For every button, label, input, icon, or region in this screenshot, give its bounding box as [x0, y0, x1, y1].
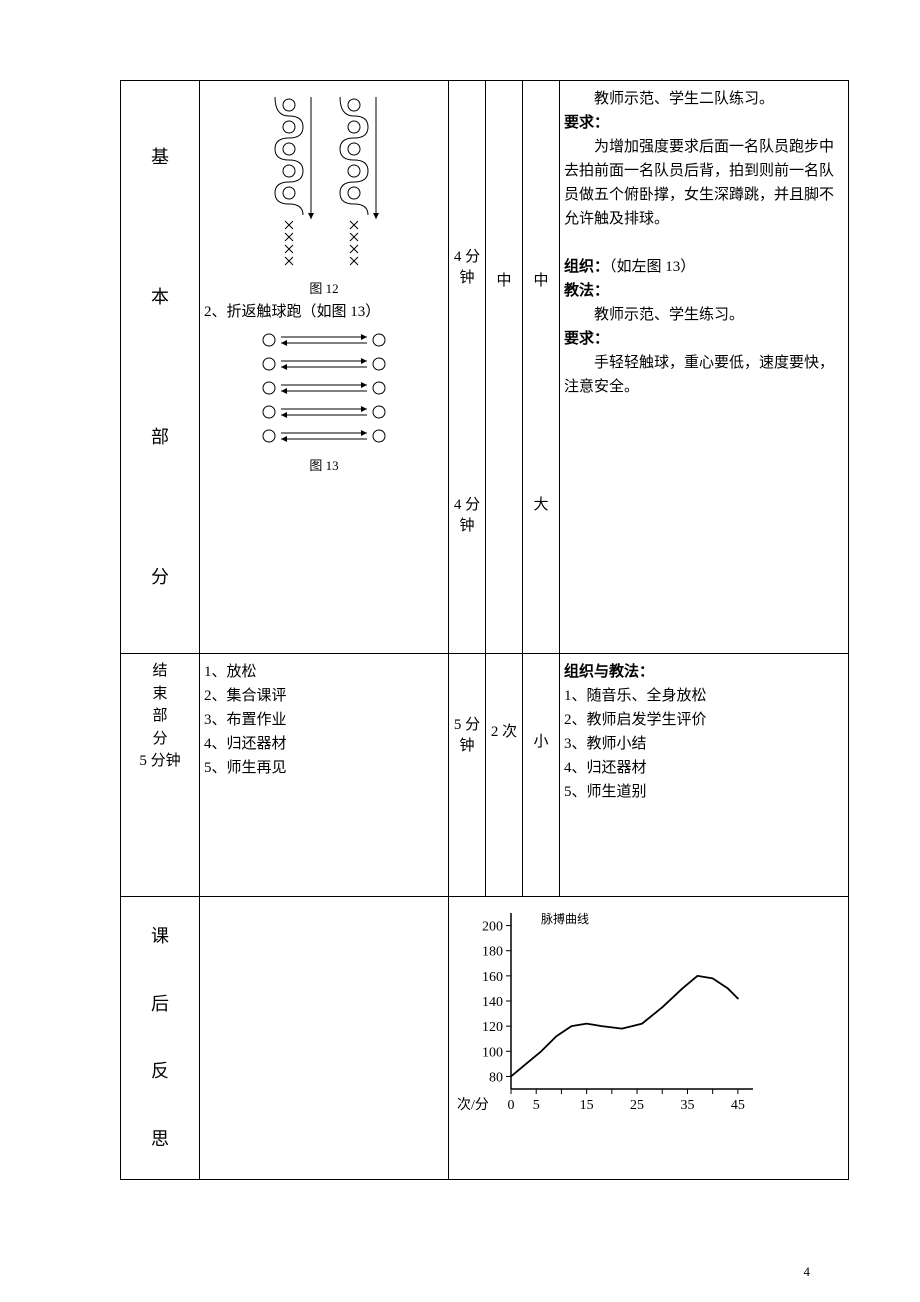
end-items-list: 1、放松2、集合课评3、布置作业4、归还器材5、师生再见 [204, 660, 444, 780]
svg-text:200: 200 [482, 920, 503, 935]
svg-text:0: 0 [508, 1098, 515, 1113]
basic-count-mid: 中 [490, 269, 518, 293]
svg-text:80: 80 [489, 1070, 503, 1085]
label-char: 束 [125, 683, 195, 706]
reflect-content-cell [200, 897, 449, 1180]
label-char: 基 [151, 143, 169, 172]
label-char: 课 [151, 922, 169, 951]
svg-text:100: 100 [482, 1045, 503, 1060]
svg-text:5: 5 [533, 1098, 540, 1113]
svg-text:45: 45 [731, 1098, 745, 1113]
end-count: 2 次 [490, 722, 518, 743]
label-char: 部 [125, 705, 195, 728]
label-char: 结 [125, 660, 195, 683]
list-item: 1、随音乐、全身放松 [564, 684, 844, 708]
list-item: 5、师生再见 [204, 756, 444, 780]
diagram-12-caption: 图 12 [204, 279, 444, 300]
diagram-12 [244, 87, 404, 277]
svg-text:脉搏曲线: 脉搏曲线 [541, 911, 589, 926]
page-number: 4 [804, 1264, 811, 1280]
org-line1: 教师示范、学生二队练习。 [564, 87, 844, 111]
svg-text:180: 180 [482, 945, 503, 960]
svg-text:25: 25 [630, 1098, 644, 1113]
label-char: 思 [151, 1125, 169, 1154]
label-char: 分 [151, 563, 169, 592]
end-intensity-cell: 小 [523, 654, 560, 897]
label-char: 反 [151, 1057, 169, 1086]
list-item: 4、归还器材 [204, 732, 444, 756]
end-intensity: 小 [527, 730, 555, 754]
list-item: 2、教师启发学生评价 [564, 708, 844, 732]
end-count-cell: 2 次 [486, 654, 523, 897]
org-org-title: 组织： [564, 259, 609, 275]
org-teach-title: 教法： [564, 279, 844, 303]
pulse-chart: 200 180 160 140 120 100 80 0 5 15 25 35 45 次/分 脉搏曲线 [453, 903, 763, 1123]
end-org-items-list: 1、随音乐、全身放松2、教师启发学生评价3、教师小结4、归还器材5、师生道别 [564, 684, 844, 804]
end-time-cell: 5 分 钟 [449, 654, 486, 897]
org-teach-body: 教师示范、学生练习。 [564, 303, 844, 327]
svg-text:35: 35 [680, 1098, 694, 1113]
label-char: 分 [125, 728, 195, 751]
section-reflect-label: 课 后 反 思 [125, 903, 195, 1173]
basic-intensity-mid: 中 [527, 269, 555, 293]
label-char: 后 [151, 990, 169, 1019]
section-basic-label: 基 本 部 分 [125, 87, 195, 647]
org-req-title: 要求： [564, 111, 844, 135]
label-char: 部 [151, 423, 169, 452]
basic-time-1: 4 分 钟 [453, 247, 481, 289]
end-content-cell: 1、放松2、集合课评3、布置作业4、归还器材5、师生再见 [200, 654, 449, 897]
list-item: 3、布置作业 [204, 708, 444, 732]
svg-text:15: 15 [580, 1098, 594, 1113]
org-req2-body: 手轻轻触球，重心要低，速度要快，注意安全。 [564, 351, 844, 399]
end-org-title: 组织与教法： [564, 660, 844, 684]
section-basic-label-cell: 基 本 部 分 [121, 81, 200, 654]
basic-content-cell: 图 12 2、折返触球跑（如图 13） 图 13 [200, 81, 449, 654]
svg-text:120: 120 [482, 1020, 503, 1035]
org-org-line: 组织：（如左图 13） [564, 255, 844, 279]
section-end-label-cell: 结 束 部 分 5 分钟 [121, 654, 200, 897]
list-item: 3、教师小结 [564, 732, 844, 756]
list-item: 5、师生道别 [564, 780, 844, 804]
svg-text:140: 140 [482, 995, 503, 1010]
end-time: 5 分 钟 [453, 715, 481, 757]
section-end-label: 结 束 部 分 5 分钟 [125, 660, 195, 773]
list-item: 2、集合课评 [204, 684, 444, 708]
list-item: 4、归还器材 [564, 756, 844, 780]
section-reflect-label-cell: 课 后 反 思 [121, 897, 200, 1180]
diagram-13-caption: 图 13 [204, 456, 444, 477]
basic-time-cell: 4 分 钟 4 分 钟 [449, 81, 486, 654]
label-time: 5 分钟 [125, 750, 195, 773]
reflect-chart-cell: 200 180 160 140 120 100 80 0 5 15 25 35 45 次/分 脉搏曲线 [449, 897, 849, 1180]
org-org-body: （如左图 13） [609, 259, 695, 275]
basic-time-2: 4 分 钟 [453, 495, 481, 537]
basic-intensity-cell: 中 大 [523, 81, 560, 654]
basic-count-cell: 中 [486, 81, 523, 654]
lesson-plan-table: 基 本 部 分 图 12 2、折返触球跑（如图 13） 图 13 4 分 钟 4… [120, 80, 849, 1180]
svg-text:次/分: 次/分 [457, 1097, 489, 1113]
diagram-13 [239, 324, 409, 454]
svg-text:160: 160 [482, 970, 503, 985]
org-req-body: 为增加强度要求后面一名队员跑步中去拍前面一名队员后背，拍到则前一名队员做五个俯卧… [564, 135, 844, 231]
basic-intensity-large: 大 [527, 493, 555, 517]
list-item: 1、放松 [204, 660, 444, 684]
end-org-cell: 组织与教法： 1、随音乐、全身放松2、教师启发学生评价3、教师小结4、归还器材5… [560, 654, 849, 897]
basic-org-cell: 教师示范、学生二队练习。 要求： 为增加强度要求后面一名队员跑步中去拍前面一名队… [560, 81, 849, 654]
basic-item-2: 2、折返触球跑（如图 13） [204, 300, 444, 324]
org-req2-title: 要求： [564, 327, 844, 351]
label-char: 本 [151, 283, 169, 312]
